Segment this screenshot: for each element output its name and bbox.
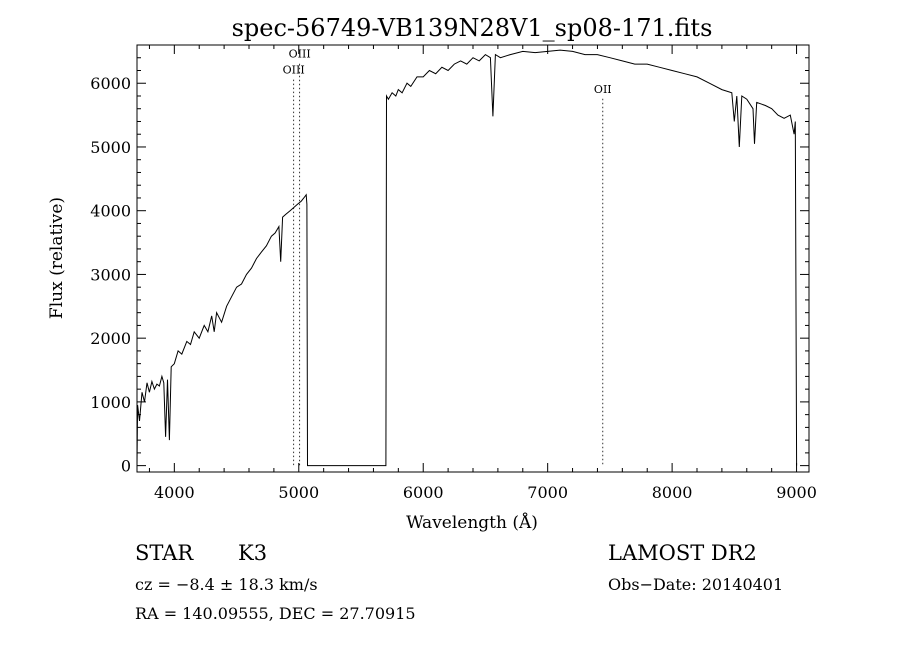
x-tick-label-7000: 7000 [527,483,568,502]
y-tick-label-3000: 3000 [90,265,131,284]
annotation-label-0: OIII [289,48,311,61]
x-axis-ticks: 4000 5000 6000 7000 8000 9000 [148,45,817,502]
redshift-readout: cz = −8.4 ± 18.3 km/s [135,575,318,594]
y-tick-label-0: 0 [121,457,131,476]
plot-frame [136,44,810,473]
observation-date: Obs−Date: 20140401 [608,575,784,594]
x-tick-label-5000: 5000 [278,483,319,502]
spectrum-line-0 [136,49,798,467]
y-tick-label-4000: 4000 [90,202,131,221]
y-axis-ticks: 0 1000 2000 3000 4000 5000 6000 [90,57,809,476]
object-class: STAR [135,541,194,565]
y-tick-label-1000: 1000 [90,393,131,412]
x-tick-label-8000: 8000 [652,483,693,502]
chart-title: spec-56749-VB139N28V1_sp08-171.fits [232,14,713,42]
x-axis-label: Wavelength (Å) [406,512,538,533]
y-tick-label-2000: 2000 [90,329,131,348]
y-tick-label-6000: 6000 [90,74,131,93]
y-tick-label-5000: 5000 [90,138,131,157]
annotation-label-1: OIII [283,64,305,77]
x-tick-label-6000: 6000 [403,483,444,502]
coordinates-readout: RA = 140.09555, DEC = 27.70915 [135,604,416,623]
x-tick-label-4000: 4000 [154,483,195,502]
annotation-label-2: OII [594,83,612,96]
line-annotations: OIII OIII OII [283,48,612,466]
x-tick-label-9000: 9000 [776,483,817,502]
spectrum-series [136,49,798,467]
survey-name: LAMOST DR2 [608,541,757,565]
y-axis-label: Flux (relative) [47,197,67,319]
object-subclass: K3 [238,541,268,565]
